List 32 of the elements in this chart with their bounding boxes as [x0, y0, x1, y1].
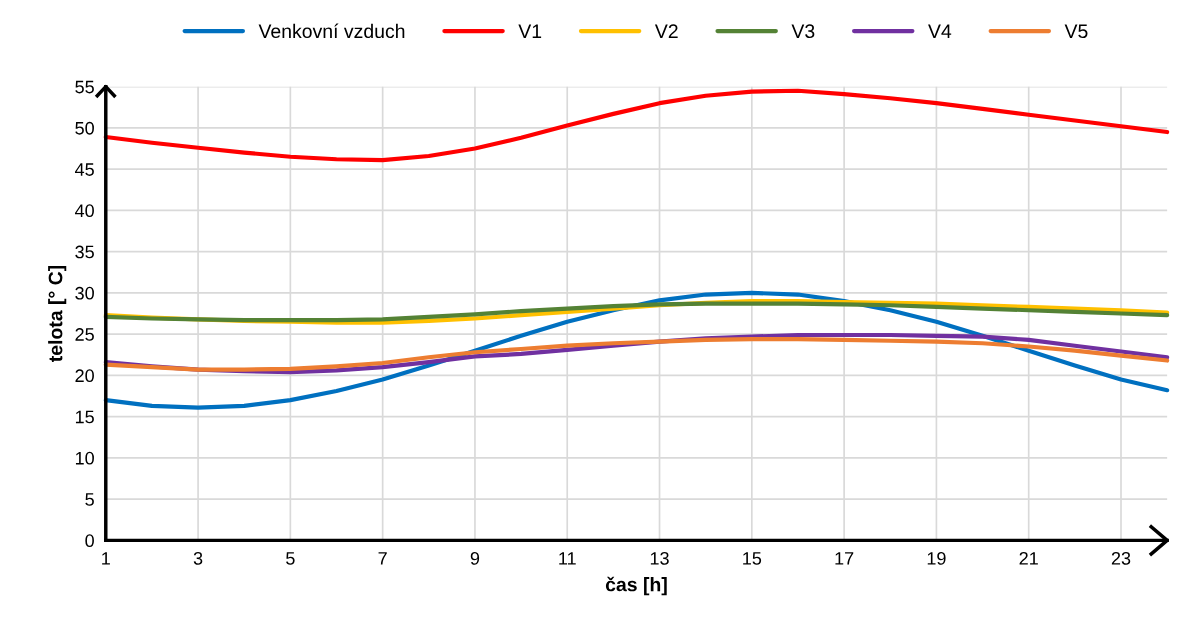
x-tick-label: 5: [286, 552, 295, 565]
legend-label: V4: [928, 24, 952, 38]
x-tick-label: 1: [102, 552, 110, 565]
y-tick-label: 50: [75, 121, 94, 135]
x-tick-label: 23: [1111, 551, 1131, 565]
y-tick-label: 30: [75, 286, 94, 300]
y-tick-label: 5: [85, 493, 94, 506]
x-tick-label: 21: [1019, 551, 1038, 565]
x-axis-title: čas [h]: [605, 576, 667, 596]
x-tick-label: 13: [650, 551, 669, 565]
x-tick-label: 19: [927, 551, 946, 565]
legend-label: V2: [654, 24, 678, 38]
y-tick-label: 45: [75, 163, 94, 176]
y-tick-label: 15: [75, 410, 94, 424]
y-tick-label: 25: [75, 328, 94, 341]
y-tick-label: 20: [75, 369, 94, 383]
x-tick-label: 7: [378, 552, 387, 565]
x-tick-label: 3: [193, 551, 203, 565]
legend-label: V1: [518, 24, 542, 38]
y-tick-label: 10: [75, 451, 94, 465]
y-tick-label: 35: [75, 245, 94, 259]
legend-label: V3: [791, 24, 815, 39]
x-tick-label: 9: [470, 551, 480, 565]
y-axis-title: telota [° C]: [48, 265, 67, 362]
x-tick-label: 11: [559, 552, 576, 565]
legend-label: V5: [1064, 24, 1088, 39]
y-tick-label: 55: [75, 80, 94, 94]
y-tick-label: 0: [85, 534, 94, 548]
legend-label: Venkovní vzduch: [258, 23, 405, 39]
x-tick-label: 15: [743, 552, 762, 565]
x-tick-label: 17: [835, 552, 854, 565]
y-tick-label: 40: [75, 204, 94, 218]
